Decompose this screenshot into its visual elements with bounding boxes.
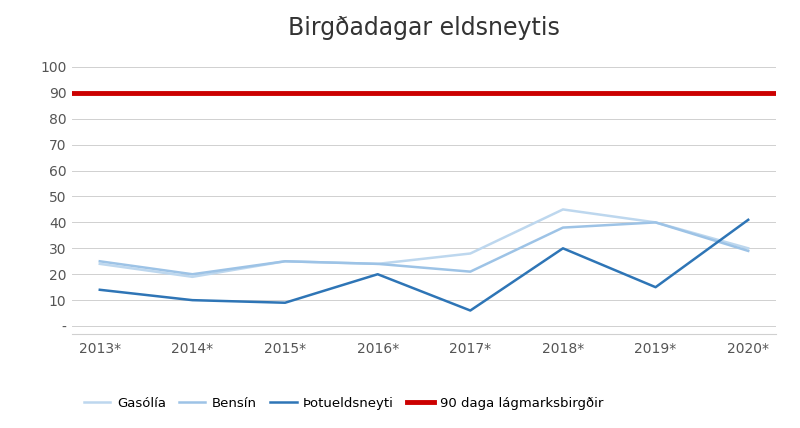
Bensín — [188, 272, 198, 277]
Bensín — [373, 262, 382, 267]
Bensín — [280, 259, 290, 264]
Line: Gasólía: Gasólía — [100, 209, 748, 277]
Þotueldsneyti — [650, 285, 660, 290]
90 daga lágmarksbirgðir — [188, 90, 198, 95]
Gasólía — [373, 262, 382, 267]
Gasólía — [466, 251, 475, 256]
Þotueldsneyti — [743, 217, 753, 223]
Bensín — [650, 220, 660, 225]
Þotueldsneyti — [188, 297, 198, 303]
Gasólía — [743, 246, 753, 251]
Bensín — [466, 269, 475, 274]
Line: Bensín: Bensín — [100, 223, 748, 274]
Gasólía — [650, 220, 660, 225]
Line: Þotueldsneyti: Þotueldsneyti — [100, 220, 748, 311]
Bensín — [558, 225, 568, 230]
Gasólía — [188, 274, 198, 279]
Title: Birgðadagar eldsneytis: Birgðadagar eldsneytis — [288, 16, 560, 40]
Þotueldsneyti — [373, 272, 382, 277]
90 daga lágmarksbirgðir — [95, 90, 105, 95]
Bensín — [743, 248, 753, 253]
Þotueldsneyti — [466, 308, 475, 313]
Bensín — [95, 259, 105, 264]
Þotueldsneyti — [280, 300, 290, 305]
Þotueldsneyti — [95, 287, 105, 292]
Þotueldsneyti — [558, 246, 568, 251]
Legend: Gasólía, Bensín, Þotueldsneyti, 90 daga lágmarksbirgðir: Gasólía, Bensín, Þotueldsneyti, 90 daga … — [78, 391, 609, 415]
Gasólía — [558, 207, 568, 212]
Gasólía — [95, 262, 105, 267]
Gasólía — [280, 259, 290, 264]
